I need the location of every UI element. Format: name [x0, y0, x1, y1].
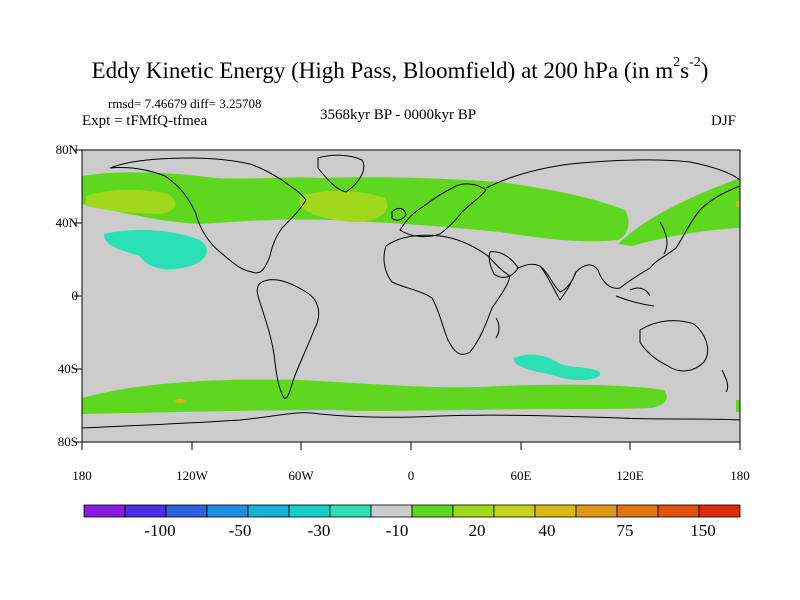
season-label: DJF: [711, 113, 737, 129]
colorbar-swatch: [616, 504, 659, 518]
lon-label-60w: 60W: [288, 468, 314, 483]
colorbar-swatch: [206, 504, 249, 518]
small-positive-spot: [175, 399, 185, 403]
lon-label-60e: 60E: [510, 468, 532, 483]
colorbar-label: -100: [144, 521, 176, 540]
negative-pacific: [104, 230, 207, 270]
coast-africa: [383, 234, 511, 355]
period-label: 3568kyr BP - 0000kyr BP: [320, 107, 477, 123]
coast-british-isles: [391, 207, 407, 221]
colorbar-label: 20: [468, 521, 486, 540]
colorbar-swatch: [329, 504, 372, 518]
coast-madagascar: [495, 317, 500, 339]
colorbar-swatch: [534, 504, 577, 518]
colorbar-label: -30: [307, 521, 331, 540]
colorbar-label: -50: [228, 521, 252, 540]
colorbar-swatch: [288, 504, 331, 518]
lon-label-120e: 120E: [616, 468, 644, 483]
coast-south-america: [256, 279, 320, 399]
colorbar-label: -10: [385, 521, 409, 540]
lon-label-0: 0: [407, 468, 415, 483]
coast-asia: [485, 159, 741, 293]
lat-label-40n: 40N: [55, 215, 78, 230]
colorbar-swatch: [165, 504, 208, 518]
negative-indian-ocean: [513, 354, 601, 380]
experiment-label: Expt = tFMfQ-tfmea: [82, 113, 208, 129]
colorbar-swatch: [83, 504, 126, 518]
lon-label-180w: 180: [72, 468, 92, 483]
nh-pacific-track: [618, 178, 740, 246]
sh-edge-patch: [736, 400, 740, 412]
nh-core-atlantic: [300, 190, 388, 222]
stats-text: rmsd= 7.46679 diff= 3.25708: [108, 96, 262, 111]
colorbar-swatch: [493, 504, 536, 518]
colorbar-swatch: [575, 504, 618, 518]
colorbar-swatch: [698, 504, 741, 518]
coast-antarctica: [81, 412, 741, 429]
coast-japan: [659, 221, 668, 255]
lat-label-0: 0: [71, 288, 79, 303]
coast-north-america: [109, 157, 307, 274]
anomaly-regions: [82, 172, 740, 414]
lon-label-120w: 120W: [176, 468, 208, 483]
sh-storm-track: [82, 379, 667, 414]
coast-australia: [639, 320, 709, 372]
colorbar-label: 40: [538, 521, 556, 540]
lat-label-80n: 80N: [55, 142, 78, 157]
coast-india: [539, 265, 577, 301]
axis-ticks: [74, 149, 741, 450]
colorbar-swatch: [657, 504, 700, 518]
small-positive-spot-east: [736, 201, 740, 207]
colorbar-swatch: [452, 504, 495, 518]
coast-new-zealand: [721, 369, 729, 393]
colorbar-swatch: [370, 504, 413, 518]
coast-indonesia: [615, 287, 655, 307]
lon-label-180e: 180: [730, 468, 750, 483]
nh-core-west: [86, 189, 175, 214]
colorbar-swatch: [247, 504, 290, 518]
colorbar-label: 150: [690, 521, 716, 540]
coast-europe: [399, 183, 487, 238]
coast-arabia: [488, 251, 519, 278]
coast-greenland: [317, 154, 365, 193]
lat-label-80s: 80S: [57, 434, 78, 449]
colorbar-swatch: [411, 504, 454, 518]
colorbar-swatch: [124, 504, 167, 518]
lat-label-40s: 40S: [57, 361, 78, 376]
colorbar-label: 75: [616, 521, 634, 540]
coastlines: [81, 154, 741, 429]
chart-title: Eddy Kinetic Energy (High Pass, Bloomfie…: [91, 55, 709, 84]
colorbar: [83, 504, 741, 518]
